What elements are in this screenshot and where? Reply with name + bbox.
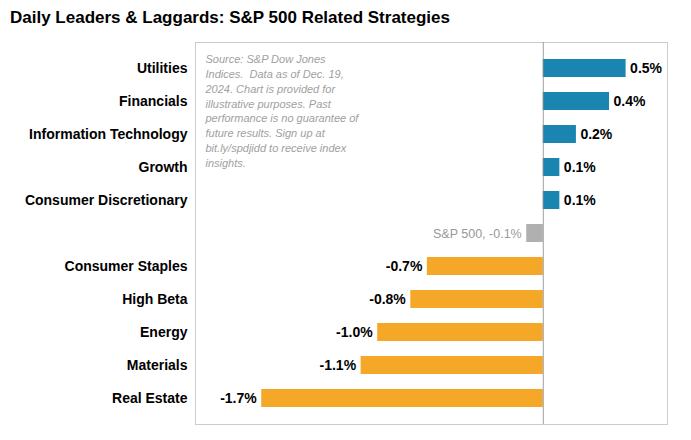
svg-text:Consumer Discretionary: Consumer Discretionary — [25, 192, 188, 208]
svg-text:Consumer Staples: Consumer Staples — [65, 258, 188, 274]
svg-text:0.1%: 0.1% — [564, 159, 596, 175]
svg-text:Financials: Financials — [119, 93, 188, 109]
svg-text:-0.7%: -0.7% — [386, 258, 423, 274]
html-text:Daily Leaders & Laggards: S&P: Daily Leaders & Laggards: S&P 500 Relate… — [10, 8, 450, 27]
svg-text:Real Estate: Real Estate — [112, 390, 188, 406]
svg-text:Energy: Energy — [140, 324, 188, 340]
svg-text:0.1%: 0.1% — [564, 192, 596, 208]
svg-text:Information Technology: Information Technology — [29, 126, 188, 142]
svg-text:-1.1%: -1.1% — [320, 357, 357, 373]
svg-text:Utilities: Utilities — [137, 60, 188, 76]
svg-text:-1.0%: -1.0% — [336, 324, 373, 340]
svg-text:0.5%: 0.5% — [630, 60, 662, 76]
svg-text:Source: S&P Dow JonesIndices.: Source: S&P Dow JonesIndices. Data as of… — [205, 53, 360, 169]
svg-text:-1.7%: -1.7% — [220, 390, 257, 406]
svg-text:-0.8%: -0.8% — [369, 291, 406, 307]
svg-text:High Beta: High Beta — [122, 291, 188, 307]
svg-text:S&P 500, -0.1%: S&P 500, -0.1% — [433, 227, 522, 241]
svg-text:0.4%: 0.4% — [614, 93, 646, 109]
svg-text:Materials: Materials — [127, 357, 188, 373]
svg-text:Growth: Growth — [139, 159, 188, 175]
svg-text:0.2%: 0.2% — [580, 126, 612, 142]
